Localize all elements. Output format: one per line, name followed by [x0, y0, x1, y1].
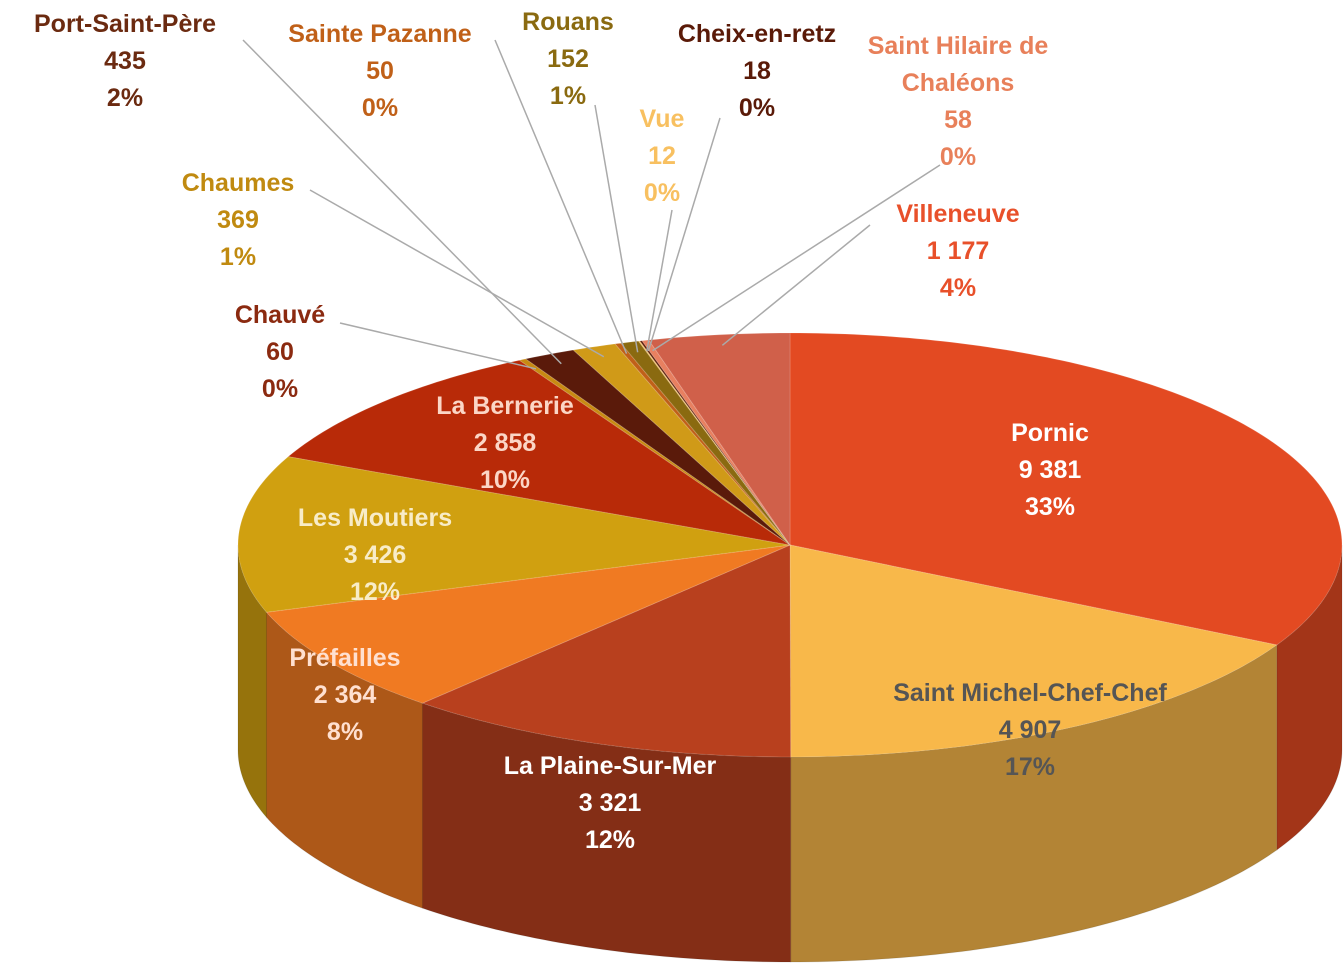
- label-name: La Plaine-Sur-Mer: [503, 752, 717, 780]
- label-value: 58: [944, 106, 972, 134]
- label-percent: 0%: [361, 94, 399, 122]
- label-value: 18: [743, 57, 771, 85]
- slice-side: [237, 544, 267, 819]
- label-value: 435: [104, 47, 146, 75]
- data-label: Vue 12 0%: [640, 101, 685, 212]
- label-name: Chauvé: [234, 301, 326, 329]
- label-percent: 1%: [549, 82, 587, 110]
- label-name: Saint Hilaire de Chaléons: [867, 32, 1049, 97]
- label-percent: 4%: [939, 274, 977, 302]
- label-name: Sainte Pazanne: [288, 20, 472, 48]
- label-name: La Bernerie: [436, 392, 574, 420]
- label-value: 9 381: [1018, 456, 1082, 484]
- leader-line: [309, 189, 605, 358]
- label-percent: 0%: [939, 143, 977, 171]
- data-label: La Plaine-Sur-Mer 3 321 12%: [504, 748, 717, 859]
- label-percent: 0%: [643, 179, 681, 207]
- label-value: 2 364: [313, 681, 377, 709]
- data-label: Sainte Pazanne 50 0%: [288, 16, 471, 127]
- label-value: 2 858: [473, 429, 537, 457]
- label-value: 50: [366, 57, 394, 85]
- label-name: Préfailles: [289, 644, 401, 672]
- pie-slice: [287, 359, 791, 546]
- pie-slice: [237, 456, 791, 613]
- data-label: La Bernerie 2 858 10%: [436, 388, 574, 499]
- leader-line: [339, 322, 537, 370]
- label-percent: 2%: [106, 84, 144, 112]
- label-name: Saint Michel-Chef-Chef: [893, 679, 1167, 707]
- pie-slice: [637, 340, 791, 546]
- label-value: 369: [217, 206, 259, 234]
- data-label: Pornic 9 381 33%: [1011, 415, 1089, 526]
- data-label: Chauvé 60 0%: [235, 297, 325, 408]
- pie-slice: [647, 332, 791, 547]
- data-label: Cheix-en-retz 18 0%: [678, 16, 836, 127]
- leader-line: [242, 39, 562, 365]
- leader-line: [647, 117, 721, 352]
- label-value: 12: [648, 142, 676, 170]
- pie-slice: [524, 349, 791, 546]
- label-percent: 12%: [584, 826, 636, 854]
- label-value: 3 426: [343, 541, 407, 569]
- label-name: Chaumes: [181, 169, 295, 197]
- label-value: 60: [266, 338, 294, 366]
- label-percent: 0%: [261, 375, 299, 403]
- leader-line: [594, 104, 639, 353]
- label-percent: 1%: [219, 243, 257, 271]
- data-label: Saint Michel-Chef-Chef 4 907 17%: [893, 675, 1167, 786]
- pie-slice: [638, 340, 791, 546]
- pie-slice: [789, 544, 1279, 758]
- label-percent: 12%: [349, 578, 401, 606]
- data-label: Chaumes 369 1%: [182, 165, 295, 276]
- data-label: Préfailles 2 364 8%: [289, 640, 400, 751]
- pie-tops: [237, 332, 1343, 758]
- data-label: Port-Saint-Père 435 2%: [34, 6, 216, 117]
- pie-slice: [265, 544, 791, 704]
- pie-slice: [421, 544, 792, 758]
- label-name: Pornic: [1011, 419, 1089, 447]
- label-value: 3 321: [578, 789, 642, 817]
- label-name: Port-Saint-Père: [34, 10, 216, 38]
- leader-line: [652, 164, 941, 352]
- label-name: Vue: [639, 105, 685, 133]
- leader-line: [494, 39, 628, 354]
- label-percent: 0%: [738, 94, 776, 122]
- data-label: Villeneuve 1 177 4%: [896, 196, 1019, 307]
- label-value: 1 177: [926, 237, 990, 265]
- data-label: Les Moutiers 3 426 12%: [298, 500, 452, 611]
- pie-sides: [237, 544, 1343, 963]
- data-label: Saint Hilaire de Chaléons 58 0%: [823, 28, 1093, 176]
- label-percent: 8%: [326, 718, 364, 746]
- label-percent: 10%: [479, 466, 531, 494]
- label-name: Cheix-en-retz: [677, 20, 837, 48]
- label-name: Rouans: [522, 8, 614, 36]
- label-name: Les Moutiers: [297, 504, 453, 532]
- leader-line: [646, 209, 673, 352]
- label-value: 4 907: [998, 716, 1062, 744]
- label-name: Villeneuve: [896, 200, 1020, 228]
- label-percent: 33%: [1024, 493, 1076, 521]
- label-value: 152: [547, 45, 589, 73]
- label-percent: 17%: [1004, 753, 1056, 781]
- pie-slice: [572, 343, 791, 546]
- leader-line: [721, 224, 871, 346]
- pie-slice: [789, 332, 1343, 646]
- data-label: Rouans 152 1%: [522, 4, 614, 115]
